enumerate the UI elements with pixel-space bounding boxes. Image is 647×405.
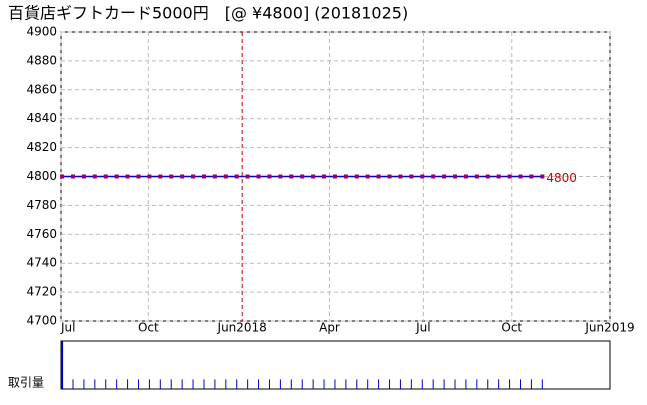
marker: [453, 174, 458, 179]
marker: [245, 174, 250, 179]
marker: [169, 174, 174, 179]
marker: [474, 174, 479, 179]
marker: [540, 174, 545, 179]
marker: [114, 174, 119, 179]
x-tick-label: Apr: [319, 321, 340, 335]
marker: [158, 174, 163, 179]
y-tick-label: 4780: [26, 198, 57, 212]
marker: [136, 174, 141, 179]
y-tick-label: 4840: [26, 111, 57, 125]
x-tick-label: Oct: [138, 321, 159, 335]
chart-title: 百貨店ギフトカード5000円 [@ ¥4800] (20181025): [8, 4, 408, 23]
marker: [507, 174, 512, 179]
y-tick-label: 4820: [26, 140, 57, 154]
x-tick-label: Jun2018: [217, 321, 267, 335]
marker: [343, 174, 348, 179]
marker: [485, 174, 490, 179]
marker: [191, 174, 196, 179]
y-tick-label: 4720: [26, 285, 57, 299]
marker: [223, 174, 228, 179]
volume-label: 取引量: [8, 376, 44, 390]
y-tick-label: 4740: [26, 256, 57, 270]
marker: [442, 174, 447, 179]
marker: [409, 174, 414, 179]
marker: [81, 174, 86, 179]
marker: [256, 174, 261, 179]
y-tick-label: 4760: [26, 227, 57, 241]
y-tick-label: 4860: [26, 82, 57, 96]
marker: [180, 174, 185, 179]
y-tick-label: 4700: [26, 314, 57, 328]
marker: [147, 174, 152, 179]
marker: [125, 174, 130, 179]
marker: [376, 174, 381, 179]
marker: [212, 174, 217, 179]
marker: [60, 174, 65, 179]
marker: [463, 174, 468, 179]
x-tick-label: Jul: [415, 321, 430, 335]
marker: [92, 174, 97, 179]
value-label: 4800: [546, 171, 577, 185]
marker: [201, 174, 206, 179]
marker: [267, 174, 272, 179]
y-tick-label: 4900: [26, 25, 57, 39]
x-tick-label: Jun2019: [584, 321, 634, 335]
marker: [332, 174, 337, 179]
marker: [278, 174, 283, 179]
marker: [322, 174, 327, 179]
marker: [365, 174, 370, 179]
x-tick-label: Jul: [60, 321, 75, 335]
marker: [496, 174, 501, 179]
marker: [234, 174, 239, 179]
y-tick-label: 4880: [26, 53, 57, 67]
volume-frame: [60, 340, 611, 390]
marker: [311, 174, 316, 179]
marker: [71, 174, 76, 179]
marker: [518, 174, 523, 179]
marker: [354, 174, 359, 179]
marker: [398, 174, 403, 179]
marker: [289, 174, 294, 179]
marker: [387, 174, 392, 179]
marker: [103, 174, 108, 179]
marker: [431, 174, 436, 179]
marker: [529, 174, 534, 179]
y-tick-label: 4800: [26, 169, 57, 183]
x-tick-label: Oct: [501, 321, 522, 335]
marker: [420, 174, 425, 179]
marker: [300, 174, 305, 179]
